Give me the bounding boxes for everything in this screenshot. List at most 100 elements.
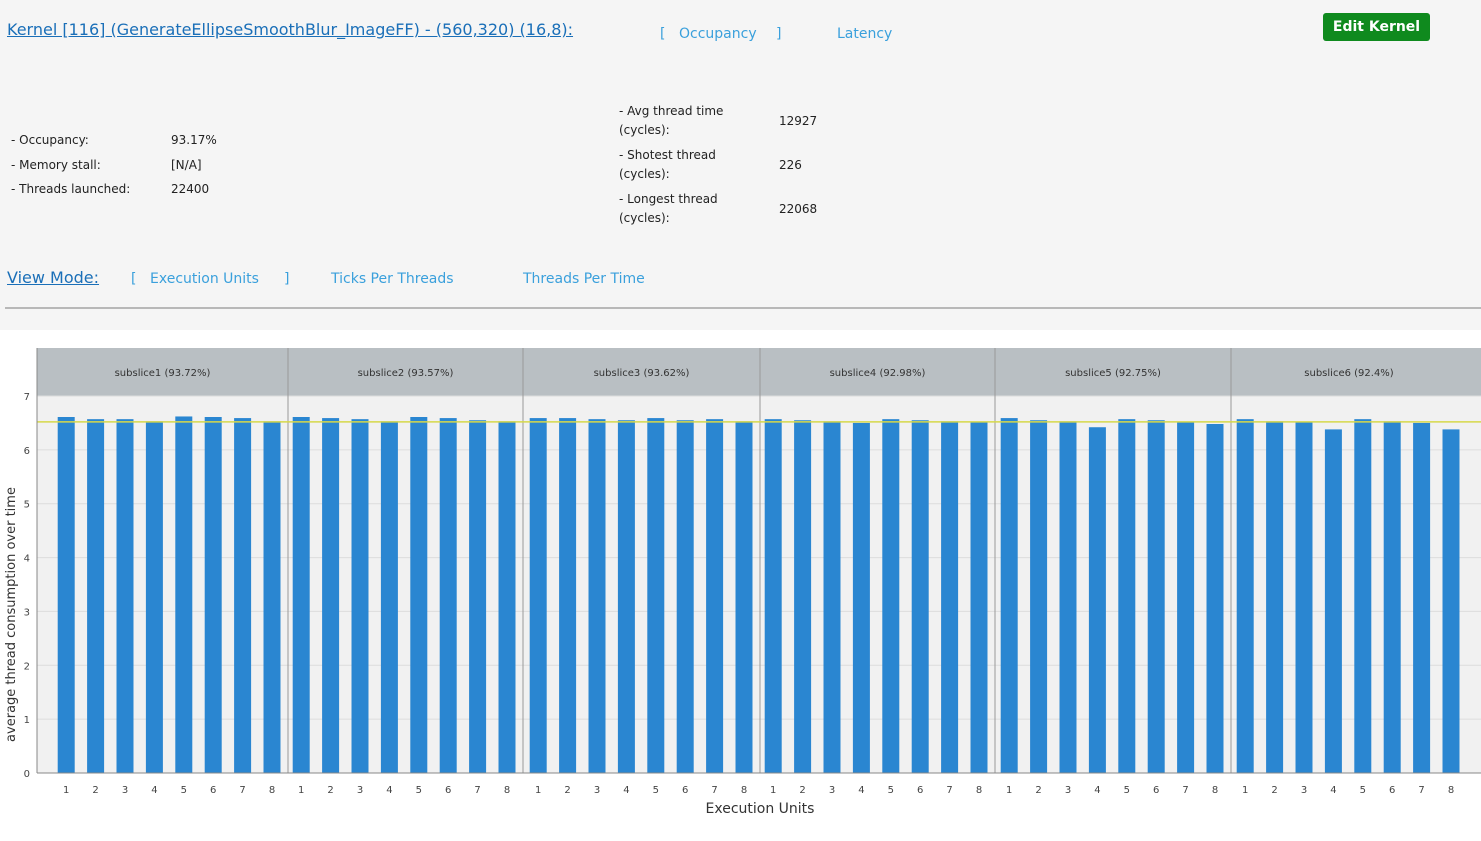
- x-tick-label: 2: [1271, 785, 1277, 796]
- view-mode-execution-units[interactable]: Execution Units: [150, 271, 259, 287]
- stat-label: - Memory stall:: [11, 158, 101, 172]
- y-tick-label: 3: [24, 607, 30, 618]
- bar: [1324, 429, 1342, 773]
- bar: [1413, 422, 1431, 773]
- x-tick-label: 6: [1389, 785, 1395, 796]
- group-label: subslice1 (93.72%): [115, 368, 211, 379]
- x-tick-label: 2: [799, 785, 805, 796]
- x-tick-label: 3: [122, 785, 128, 796]
- group-label: subslice2 (93.57%): [358, 368, 454, 379]
- view-mode-threads-per-time[interactable]: Threads Per Time: [523, 271, 645, 287]
- x-tick-label: 4: [858, 785, 864, 796]
- bar: [588, 419, 606, 773]
- bar: [498, 421, 516, 773]
- x-tick-label: 3: [829, 785, 835, 796]
- tab-latency[interactable]: Latency: [837, 26, 893, 42]
- bar: [175, 416, 193, 773]
- x-tick-label: 1: [1006, 785, 1012, 796]
- bar: [57, 417, 75, 773]
- bar: [1059, 421, 1077, 773]
- y-tick-label: 5: [24, 500, 30, 511]
- group-label: subslice4 (92.98%): [830, 368, 926, 379]
- group-header-band: [37, 348, 1481, 396]
- x-tick-label: 6: [445, 785, 451, 796]
- stat-label: - Occupancy:: [11, 133, 89, 147]
- x-tick-label: 4: [1094, 785, 1100, 796]
- x-tick-label: 5: [181, 785, 187, 796]
- x-tick-label: 3: [1301, 785, 1307, 796]
- y-tick-label: 1: [24, 715, 30, 726]
- stat-value: 12927: [779, 114, 818, 128]
- bar: [852, 422, 870, 773]
- bar: [351, 419, 369, 773]
- y-tick-label: 4: [24, 554, 30, 565]
- x-tick-label: 5: [1124, 785, 1130, 796]
- bar: [292, 417, 310, 773]
- stat-value: 22068: [779, 202, 818, 216]
- stat-value: 226: [779, 158, 802, 172]
- bar: [676, 420, 694, 773]
- bar: [647, 418, 665, 773]
- x-tick-label: 8: [976, 785, 982, 796]
- x-tick-label: 7: [1182, 785, 1188, 796]
- stat-label: - Shotest thread: [619, 148, 716, 162]
- x-tick-label: 3: [357, 785, 363, 796]
- x-tick-label: 7: [474, 785, 480, 796]
- x-tick-label: 1: [1242, 785, 1248, 796]
- x-tick-label: 3: [1065, 785, 1071, 796]
- x-tick-label: 8: [269, 785, 275, 796]
- x-tick-label: 5: [888, 785, 894, 796]
- group-label: subslice3 (93.62%): [594, 368, 690, 379]
- bracket-open: [: [131, 271, 137, 287]
- bar: [1383, 421, 1401, 773]
- bar: [1295, 422, 1313, 773]
- view-mode-ticks-per-threads[interactable]: Ticks Per Threads: [331, 271, 454, 287]
- x-tick-label: 6: [917, 785, 923, 796]
- x-tick-label: 7: [239, 785, 245, 796]
- kernel-title-link[interactable]: Kernel [116] (GenerateEllipseSmoothBlur_…: [7, 20, 574, 39]
- x-axis-title: Execution Units: [706, 801, 815, 817]
- x-tick-label: 3: [594, 785, 600, 796]
- stat-label: (cycles):: [619, 123, 670, 137]
- x-tick-label: 8: [504, 785, 510, 796]
- x-tick-label: 4: [386, 785, 392, 796]
- stat-value: 93.17%: [171, 133, 217, 147]
- bar: [911, 420, 929, 773]
- bar: [1147, 420, 1165, 773]
- bar: [1236, 419, 1254, 773]
- bar: [439, 418, 457, 773]
- bar: [263, 421, 281, 773]
- x-tick-label: 5: [653, 785, 659, 796]
- x-tick-label: 1: [63, 785, 69, 796]
- group-label: subslice5 (92.75%): [1065, 368, 1161, 379]
- x-tick-label: 1: [535, 785, 541, 796]
- bar: [1266, 421, 1284, 773]
- bar: [706, 419, 724, 773]
- x-tick-label: 8: [741, 785, 747, 796]
- tab-occupancy[interactable]: Occupancy: [679, 26, 757, 42]
- y-axis-title: average thread consumption over time: [4, 487, 19, 742]
- x-tick-label: 1: [770, 785, 776, 796]
- x-tick-label: 6: [682, 785, 688, 796]
- y-tick-label: 0: [24, 769, 30, 780]
- plot-area: [37, 396, 1481, 773]
- x-tick-label: 2: [327, 785, 333, 796]
- bar: [559, 418, 577, 773]
- bar: [116, 419, 134, 773]
- x-tick-label: 1: [298, 785, 304, 796]
- stat-label: (cycles):: [619, 211, 670, 225]
- x-tick-label: 6: [1153, 785, 1159, 796]
- x-tick-label: 5: [1360, 785, 1366, 796]
- x-tick-label: 2: [92, 785, 98, 796]
- bar: [764, 419, 782, 773]
- x-tick-label: 5: [416, 785, 422, 796]
- bar: [322, 418, 340, 773]
- x-tick-label: 7: [1418, 785, 1424, 796]
- y-tick-label: 7: [24, 392, 30, 403]
- view-mode-label[interactable]: View Mode:: [7, 268, 100, 287]
- bracket-open: [: [660, 26, 666, 42]
- stat-label: - Longest thread: [619, 192, 718, 206]
- stat-value: [N/A]: [171, 158, 202, 172]
- edit-kernel-button[interactable]: Edit Kernel: [1323, 13, 1430, 41]
- bar: [380, 421, 398, 773]
